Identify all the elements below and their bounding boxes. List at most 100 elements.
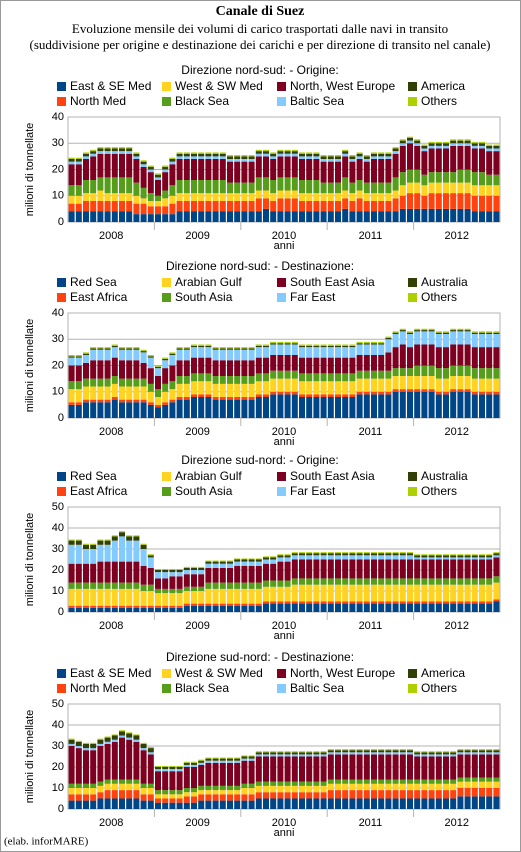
bar-segment	[234, 558, 241, 560]
bar-segment	[83, 563, 89, 583]
bar-segment	[306, 357, 313, 374]
bar-segment	[83, 402, 89, 418]
bar-segment	[90, 151, 97, 154]
bar-segment	[414, 754, 421, 757]
bar-segment	[320, 754, 327, 757]
x-group-label: 2009	[185, 426, 209, 438]
bar-segment	[299, 156, 305, 159]
bar-segment	[126, 582, 133, 589]
bar-segment	[263, 357, 269, 374]
bar-segment	[385, 790, 392, 799]
bar-segment	[263, 208, 269, 222]
bar-segment	[356, 378, 363, 392]
bar-segment	[90, 153, 97, 157]
bar-segment	[464, 578, 471, 585]
y-tick-label: 10	[52, 190, 64, 202]
bar-segment	[75, 203, 82, 212]
legend-label: East Africa	[70, 290, 128, 304]
bar-segment	[169, 593, 176, 606]
bar-segment	[169, 605, 176, 608]
bar-segment	[68, 365, 75, 382]
legend-swatch	[408, 97, 417, 106]
bar-segment	[464, 749, 471, 751]
bar-segment	[126, 347, 133, 349]
bar-segment	[191, 764, 197, 767]
bar-segment	[133, 386, 140, 400]
bar-segment	[291, 211, 298, 222]
bar-segment	[414, 584, 421, 602]
legend-label: Red Sea	[70, 275, 117, 289]
bar-segment	[349, 798, 356, 809]
bar-segment	[248, 788, 255, 795]
bar-segment	[198, 800, 205, 809]
bar-segment	[464, 603, 471, 612]
bar-segment	[493, 332, 500, 334]
bar-segment	[191, 796, 197, 803]
bar-segment	[385, 391, 392, 395]
bar-segment	[335, 553, 341, 556]
bar-segment	[205, 344, 212, 346]
bar-segment	[140, 800, 147, 809]
bar-segment	[327, 155, 334, 157]
bar-segment	[284, 355, 291, 371]
bar-segment	[68, 404, 75, 418]
bar-segment	[183, 767, 190, 788]
bar-segment	[90, 750, 97, 784]
bar-segment	[263, 556, 269, 558]
bar-segment	[486, 332, 493, 334]
bar-segment	[414, 365, 421, 376]
bar-segment	[291, 603, 298, 612]
bar-segment	[284, 149, 291, 152]
bar-segment	[198, 570, 205, 575]
bar-segment	[198, 180, 205, 194]
bar-segment	[349, 347, 356, 358]
bar-segment	[435, 557, 442, 560]
bar-segment	[363, 370, 370, 379]
bar-segment	[392, 555, 399, 560]
bar-segment	[486, 145, 493, 149]
y-axis-title: milioni di tonnellate	[24, 123, 36, 217]
bar-segment	[385, 156, 392, 159]
bar-segment	[241, 156, 248, 159]
x-axis-title: anni	[274, 240, 295, 252]
bar-segment	[414, 331, 421, 345]
bar-segment	[299, 180, 305, 194]
legend-label: North, West Europe	[290, 666, 395, 680]
legend-label: Arabian Gulf	[175, 275, 242, 289]
bar-segment	[464, 559, 471, 579]
bar-segment	[421, 779, 428, 784]
bar-segment	[219, 560, 226, 562]
bar-segment	[443, 143, 449, 146]
bar-segment	[212, 800, 219, 809]
bar-segment	[443, 601, 449, 604]
bar-segment	[385, 370, 392, 379]
legend-swatch	[408, 293, 417, 302]
bar-segment	[83, 201, 89, 212]
bar-segment	[464, 169, 471, 183]
bar-segment	[126, 535, 133, 537]
bar-segment	[104, 402, 111, 418]
bar-segment	[205, 563, 212, 568]
bar-segment	[83, 748, 89, 751]
bar-segment	[75, 783, 82, 788]
bar-segment	[219, 605, 226, 612]
bar-segment	[378, 370, 385, 379]
bar-segment	[133, 739, 140, 742]
bar-segment	[212, 794, 219, 801]
bar-segment	[342, 177, 349, 191]
bar-segment	[169, 185, 176, 196]
bar-segment	[306, 553, 313, 556]
bar-segment	[270, 193, 277, 201]
bar-segment	[169, 365, 176, 382]
bar-segment	[75, 800, 82, 809]
bar-segment	[212, 762, 219, 786]
bar-segment	[327, 345, 334, 348]
bar-segment	[133, 783, 140, 791]
bar-segment	[241, 182, 248, 194]
bar-segment	[450, 145, 457, 173]
bar-segment	[255, 156, 262, 178]
bar-segment	[356, 159, 363, 180]
bar-segment	[255, 190, 262, 199]
bar-segment	[291, 355, 298, 371]
bar-segment	[327, 397, 334, 418]
